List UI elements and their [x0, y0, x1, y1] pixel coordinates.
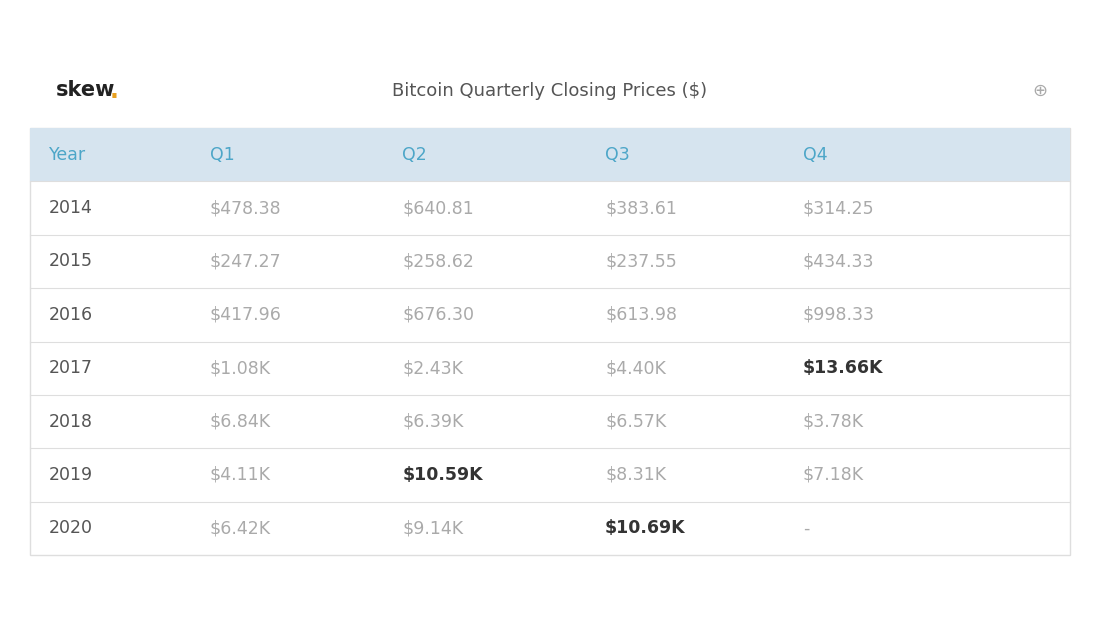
Text: ⊕: ⊕: [1032, 82, 1047, 99]
Text: $1.08K: $1.08K: [210, 359, 271, 377]
Text: $640.81: $640.81: [403, 199, 474, 217]
Text: -: -: [803, 519, 810, 538]
Text: $8.31K: $8.31K: [605, 466, 667, 484]
Text: $6.84K: $6.84K: [210, 413, 271, 431]
Text: $6.57K: $6.57K: [605, 413, 667, 431]
Text: $247.27: $247.27: [210, 252, 282, 271]
Text: 2020: 2020: [48, 519, 92, 538]
Text: Bitcoin Quarterly Closing Prices ($): Bitcoin Quarterly Closing Prices ($): [393, 82, 707, 99]
Text: 2018: 2018: [48, 413, 92, 431]
Text: $258.62: $258.62: [403, 252, 474, 271]
Text: $3.78K: $3.78K: [803, 413, 864, 431]
Text: skew: skew: [56, 80, 116, 100]
Text: $7.18K: $7.18K: [803, 466, 864, 484]
Text: $13.66K: $13.66K: [803, 359, 883, 377]
Text: 2017: 2017: [48, 359, 92, 377]
Text: $383.61: $383.61: [605, 199, 676, 217]
Text: $4.11K: $4.11K: [210, 466, 271, 484]
Text: $2.43K: $2.43K: [403, 359, 463, 377]
Text: $613.98: $613.98: [605, 306, 678, 324]
Text: $998.33: $998.33: [803, 306, 874, 324]
Text: Year: Year: [48, 146, 86, 164]
Text: Q4: Q4: [803, 146, 827, 164]
Text: Q2: Q2: [403, 146, 427, 164]
Text: Q3: Q3: [605, 146, 630, 164]
Text: 2015: 2015: [48, 252, 92, 271]
Text: $676.30: $676.30: [403, 306, 474, 324]
Text: $434.33: $434.33: [803, 252, 874, 271]
Text: $4.40K: $4.40K: [605, 359, 665, 377]
Text: $237.55: $237.55: [605, 252, 676, 271]
Text: $6.39K: $6.39K: [403, 413, 464, 431]
Text: 2016: 2016: [48, 306, 92, 324]
Bar: [30, 128, 1070, 181]
Text: Q1: Q1: [210, 146, 234, 164]
Text: $417.96: $417.96: [210, 306, 282, 324]
Text: $314.25: $314.25: [803, 199, 874, 217]
Text: $9.14K: $9.14K: [403, 519, 463, 538]
Text: $10.69K: $10.69K: [605, 519, 685, 538]
Text: $478.38: $478.38: [210, 199, 282, 217]
Text: $10.59K: $10.59K: [403, 466, 483, 484]
Text: $6.42K: $6.42K: [210, 519, 271, 538]
Text: .: .: [110, 78, 119, 102]
Text: 2014: 2014: [48, 199, 92, 217]
Text: 2019: 2019: [48, 466, 92, 484]
